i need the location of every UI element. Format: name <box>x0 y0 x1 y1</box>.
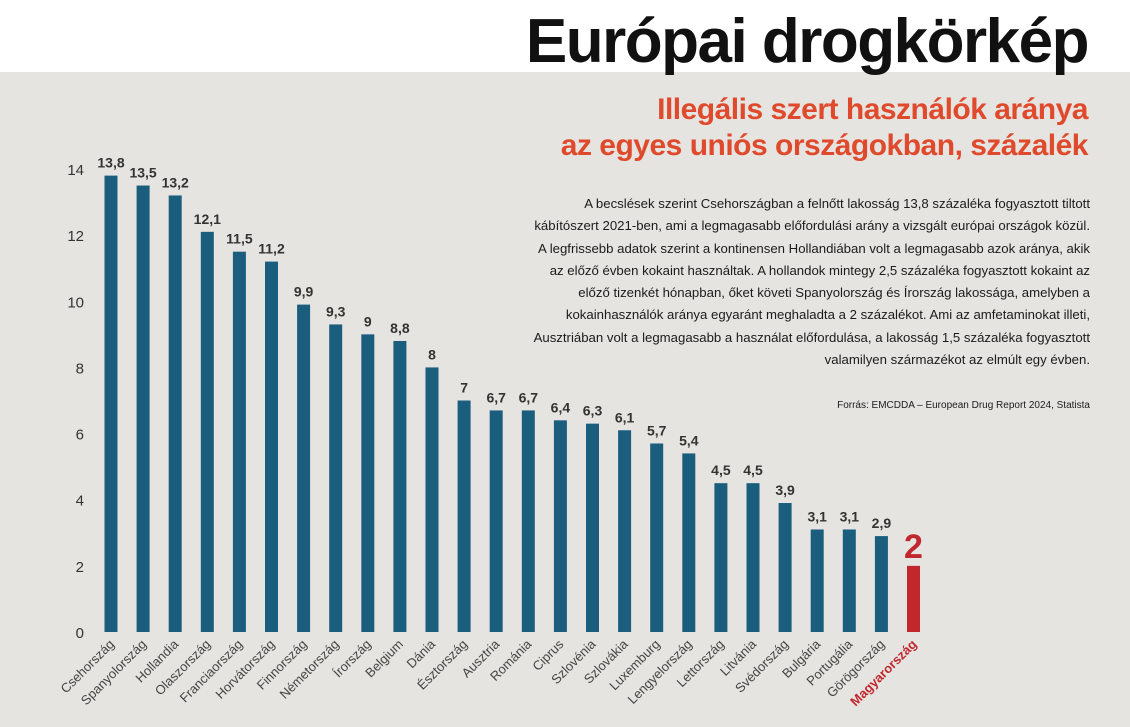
bar <box>393 340 407 632</box>
value-label: 5,7 <box>647 422 667 438</box>
bar <box>489 410 503 632</box>
description-text: A becslések szerint Csehországban a feln… <box>533 196 1090 368</box>
value-label: 3,9 <box>775 482 795 498</box>
bar <box>586 423 599 632</box>
value-label: 9 <box>364 313 372 329</box>
bar <box>200 231 214 633</box>
bar <box>842 529 856 632</box>
value-labels: 13,8 13,5 13,2 12,1 11,5 11,2 9,9 9,3 9 8,8 8 7 6,7 6… <box>97 155 923 566</box>
value-label: 6,7 <box>519 389 539 405</box>
bar <box>297 304 311 632</box>
subtitle-line-2: az egyes uniós országokban, százalék <box>560 129 1089 162</box>
value-label: 3,1 <box>840 508 860 524</box>
value-label: 11,2 <box>258 241 285 257</box>
value-label: 5,4 <box>679 432 699 448</box>
y-tick-label: 10 <box>67 294 84 311</box>
x-axis-labels: CsehországSpanyolországHollandiaOlaszors… <box>57 636 919 709</box>
bar <box>104 175 118 632</box>
bar <box>746 483 760 632</box>
value-label: 8,8 <box>390 320 410 336</box>
bar <box>874 536 888 632</box>
y-tick-label: 6 <box>76 427 84 444</box>
value-label: 4,5 <box>711 462 731 478</box>
value-label: 6,3 <box>583 403 603 419</box>
bar <box>425 367 439 632</box>
bar <box>329 324 343 632</box>
chart-subtitle: Illegális szert használók aránya az egye… <box>468 92 1089 164</box>
value-label: 7 <box>460 380 468 396</box>
bar <box>714 483 728 632</box>
bar <box>907 565 920 632</box>
y-tick-label: 8 <box>76 360 84 377</box>
value-label: 6,7 <box>486 389 506 405</box>
y-tick-label: 4 <box>76 493 84 510</box>
value-label: 13,5 <box>129 165 156 181</box>
value-label: 3,1 <box>807 508 827 524</box>
bar <box>650 443 664 632</box>
bar <box>810 529 824 632</box>
source-note: Forrás: EMCDDA – European Drug Report 20… <box>837 400 1090 411</box>
bar <box>521 410 535 632</box>
bar <box>553 420 567 632</box>
value-label: 13,2 <box>162 174 189 190</box>
y-tick-label: 12 <box>67 228 84 245</box>
bar <box>361 334 375 632</box>
bar <box>136 185 150 633</box>
y-tick-label: 14 <box>67 162 84 179</box>
bar <box>618 430 632 632</box>
value-label: 8 <box>428 346 436 362</box>
y-axis: 0 2 4 6 8 10 12 14 <box>67 162 84 642</box>
subtitle-line-1: Illegális szert használók aránya <box>657 93 1088 126</box>
bars <box>104 175 920 633</box>
bar <box>232 251 246 632</box>
value-label: 13,8 <box>97 155 124 171</box>
bar <box>778 503 792 632</box>
value-label: 6,1 <box>615 409 635 425</box>
value-label: 12,1 <box>194 211 221 227</box>
y-tick-label: 0 <box>76 625 84 642</box>
bar <box>457 400 471 632</box>
value-label: 4,5 <box>743 462 763 478</box>
bar <box>682 453 696 632</box>
value-label: 6,4 <box>551 399 571 415</box>
value-label: 2,9 <box>872 515 892 531</box>
value-label: 9,3 <box>326 303 346 319</box>
value-label: 11,5 <box>226 231 253 247</box>
bar <box>168 195 182 632</box>
value-label: 9,9 <box>294 284 314 300</box>
bar <box>265 261 278 632</box>
value-label: 2 <box>904 528 923 566</box>
page-title: Európai drogkörkép <box>525 7 1090 76</box>
y-tick-label: 2 <box>76 559 84 576</box>
